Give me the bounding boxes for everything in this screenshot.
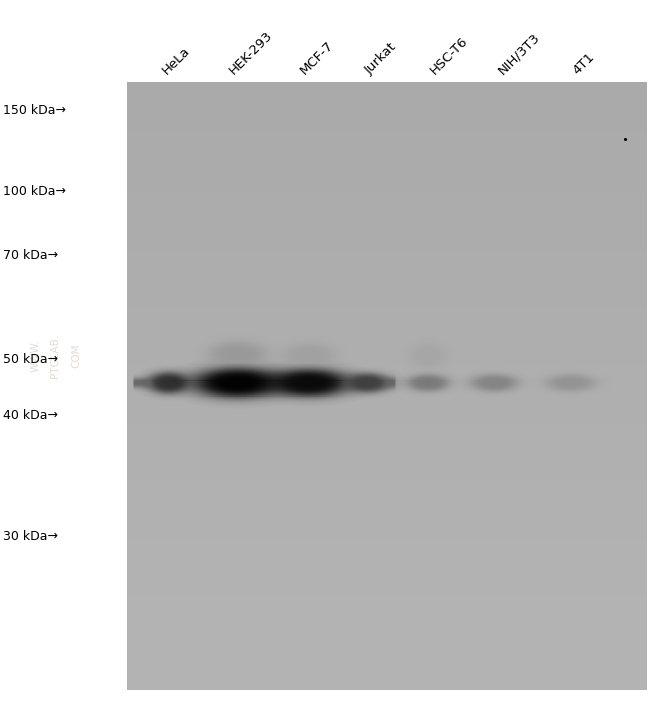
Text: 70 kDa→: 70 kDa→ bbox=[3, 250, 58, 262]
Text: HEK-293: HEK-293 bbox=[226, 28, 275, 77]
Text: WWW.: WWW. bbox=[31, 339, 41, 372]
Text: 4T1: 4T1 bbox=[571, 50, 597, 77]
Text: COM: COM bbox=[72, 343, 82, 368]
Text: HSC-T6: HSC-T6 bbox=[428, 34, 471, 77]
Text: 30 kDa→: 30 kDa→ bbox=[3, 530, 58, 543]
Text: HeLa: HeLa bbox=[159, 44, 192, 77]
Text: PTGLAB.: PTGLAB. bbox=[50, 333, 60, 378]
Text: 50 kDa→: 50 kDa→ bbox=[3, 353, 58, 365]
Text: NIH/3T3: NIH/3T3 bbox=[495, 30, 542, 77]
Text: Jurkat: Jurkat bbox=[363, 41, 399, 77]
Text: 150 kDa→: 150 kDa→ bbox=[3, 104, 66, 117]
Text: 100 kDa→: 100 kDa→ bbox=[3, 186, 66, 198]
Text: 40 kDa→: 40 kDa→ bbox=[3, 410, 58, 422]
Text: MCF-7: MCF-7 bbox=[298, 38, 336, 77]
